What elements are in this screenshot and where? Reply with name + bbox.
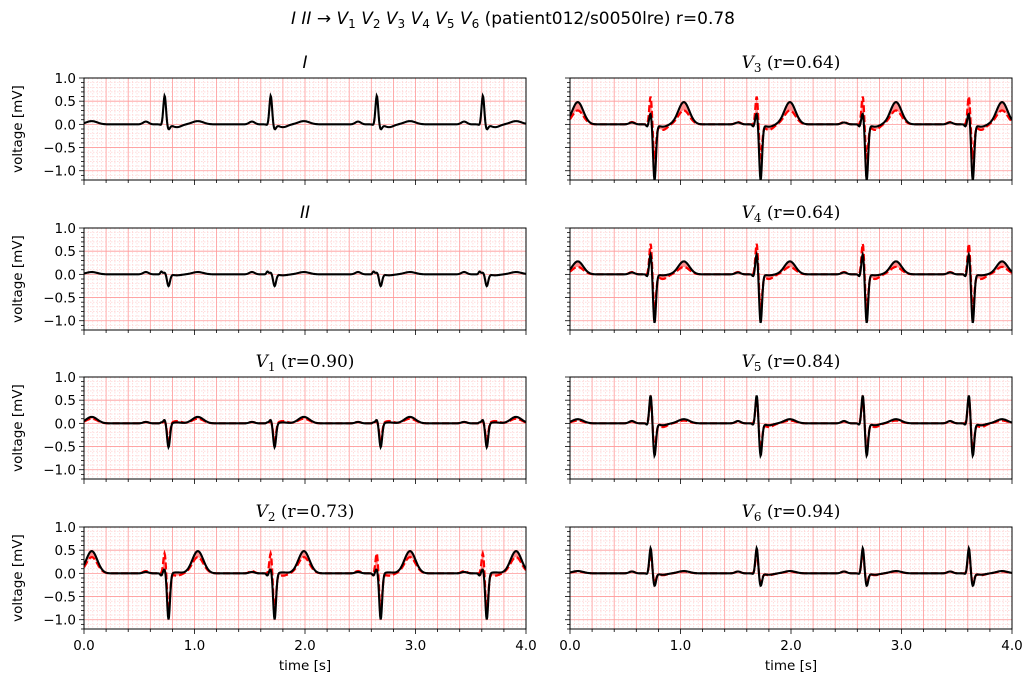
y-tick-label: 1.0 xyxy=(55,520,76,536)
actual-trace xyxy=(84,415,526,451)
y-tick-label: 0.0 xyxy=(55,416,76,432)
y-axis-label: voltage [mV] xyxy=(10,384,26,472)
y-tick-label: 0.5 xyxy=(55,393,76,409)
major-grid xyxy=(84,78,526,180)
panel-v5: V5 (r=0.84) xyxy=(565,352,1013,484)
figure-suptitle: I II → V1 V2 V3 V4 V5 V6 (patient012/s00… xyxy=(291,9,735,31)
y-tick-label: 1.0 xyxy=(55,370,76,386)
y-tick-label: −0.5 xyxy=(43,291,76,307)
y-tick-label: 1.0 xyxy=(55,71,76,87)
y-tick-label: −0.5 xyxy=(43,440,76,456)
panel-v2: 1.0 0.5 0.0 −0.5 −1.0 voltage [mV] 0.0 1.0 2.0 3.… xyxy=(10,502,537,674)
x-axis-label: time [s] xyxy=(765,658,817,674)
y-tick-label: −0.5 xyxy=(43,590,76,606)
panel-title: V1 (r=0.90) xyxy=(256,352,355,374)
traces xyxy=(570,96,1012,180)
y-axis-label: voltage [mV] xyxy=(10,85,26,173)
major-grid xyxy=(570,377,1012,479)
panel-title: V6 (r=0.94) xyxy=(742,502,841,524)
major-grid xyxy=(570,78,1012,180)
actual-trace xyxy=(570,544,1012,588)
actual-trace xyxy=(570,395,1012,460)
y-tick-label: 0.0 xyxy=(55,566,76,582)
panels-container: 1.0 0.5 0.0 −0.5 −1.0 voltage [mV] I 1.0 0.5 0.0 −… xyxy=(10,53,1023,674)
y-axis-label: voltage [mV] xyxy=(10,534,26,622)
y-tick-label: 0.5 xyxy=(55,543,76,559)
y-tick-label: 0.0 xyxy=(55,117,76,133)
panel-title: V5 (r=0.84) xyxy=(742,352,841,374)
panel-title: II xyxy=(300,203,310,223)
y-tick-label: 0.0 xyxy=(55,267,76,283)
traces xyxy=(84,270,526,288)
x-tick-label: 4.0 xyxy=(1001,638,1022,654)
y-axis-label: voltage [mV] xyxy=(10,235,26,323)
x-axis-label: time [s] xyxy=(279,658,331,674)
x-tick-label: 0.0 xyxy=(73,638,94,654)
x-tick-label: 1.0 xyxy=(670,638,691,654)
traces xyxy=(570,243,1012,324)
panel-ii: 1.0 0.5 0.0 −0.5 −1.0 voltage [mV] II xyxy=(10,203,527,335)
major-grid xyxy=(570,527,1012,629)
y-tick-label: −1.0 xyxy=(43,613,76,629)
y-tick-label: 0.5 xyxy=(55,244,76,260)
x-tick-label: 1.0 xyxy=(184,638,205,654)
panel-title: V2 (r=0.73) xyxy=(256,502,355,524)
panel-title: V3 (r=0.64) xyxy=(742,53,841,75)
actual-trace xyxy=(84,92,526,131)
major-grid xyxy=(84,228,526,330)
actual-trace xyxy=(84,550,526,620)
y-tick-label: −1.0 xyxy=(43,314,76,330)
x-tick-label: 2.0 xyxy=(780,638,801,654)
panel-v1: 1.0 0.5 0.0 −0.5 −1.0 voltage [mV] V1 (r=0.90) xyxy=(10,352,527,484)
panel-v4: V4 (r=0.64) xyxy=(565,203,1013,335)
panel-i: 1.0 0.5 0.0 −0.5 −1.0 voltage [mV] I xyxy=(10,53,527,185)
traces xyxy=(570,544,1012,588)
y-tick-label: 0.5 xyxy=(55,94,76,110)
x-tick-label: 3.0 xyxy=(891,638,912,654)
major-grid xyxy=(570,228,1012,330)
x-tick-label: 0.0 xyxy=(559,638,580,654)
traces xyxy=(570,394,1012,460)
y-tick-label: 1.0 xyxy=(55,221,76,237)
major-grid xyxy=(84,377,526,479)
y-tick-label: −1.0 xyxy=(43,164,76,180)
traces xyxy=(84,549,526,620)
traces xyxy=(84,415,526,451)
panel-title: I xyxy=(302,53,307,73)
major-grid xyxy=(84,527,526,629)
panel-v6: 0.0 1.0 2.0 3.0 4.0 time [s] V6 (r=0.94) xyxy=(559,502,1022,674)
y-tick-label: −1.0 xyxy=(43,463,76,479)
actual-trace xyxy=(84,270,526,288)
actual-trace xyxy=(570,250,1012,324)
traces xyxy=(84,92,526,131)
y-tick-label: −0.5 xyxy=(43,141,76,157)
x-tick-label: 2.0 xyxy=(294,638,315,654)
x-tick-label: 3.0 xyxy=(405,638,426,654)
panel-v3: V3 (r=0.64) xyxy=(565,53,1013,185)
panel-title: V4 (r=0.64) xyxy=(742,203,841,225)
x-tick-label: 4.0 xyxy=(515,638,536,654)
actual-trace xyxy=(570,101,1012,180)
